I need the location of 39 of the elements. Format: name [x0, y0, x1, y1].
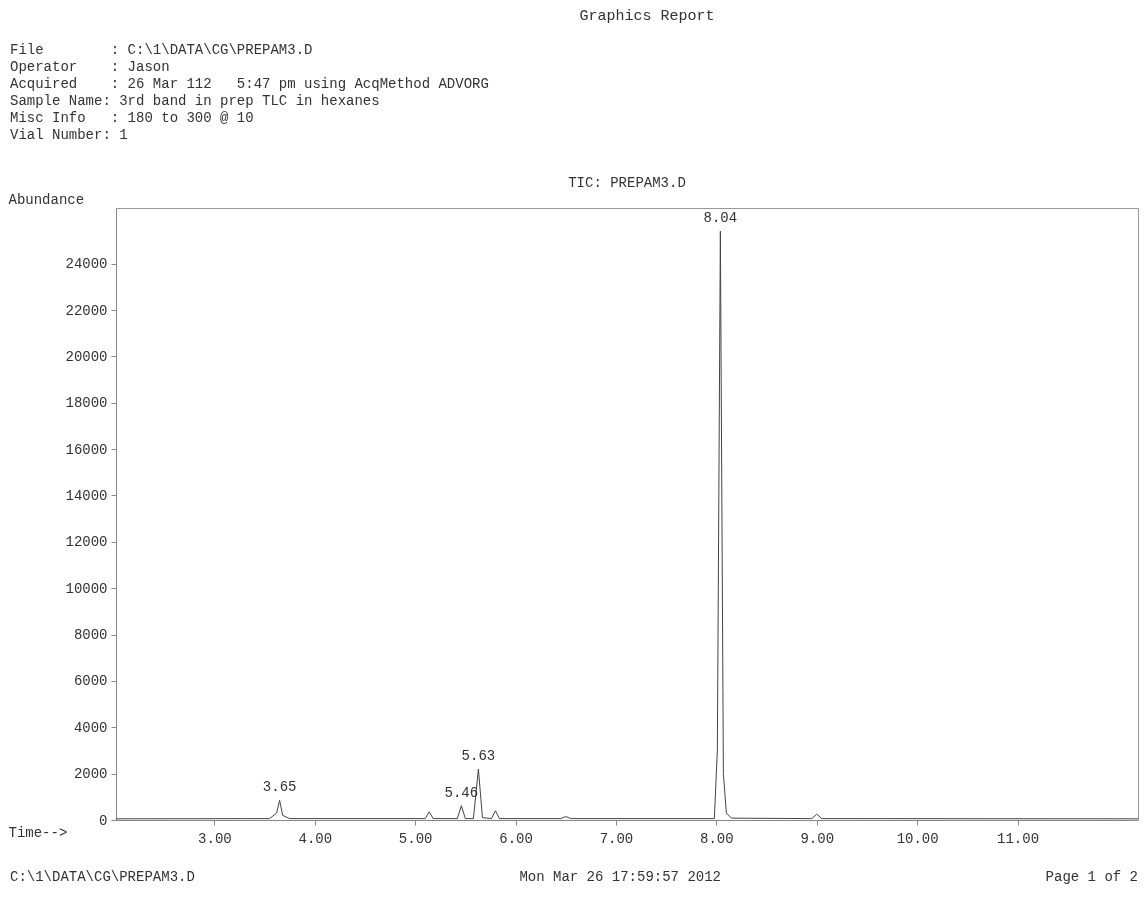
x-tick-label: 7.00	[599, 830, 634, 847]
x-tick-label: 10.00	[896, 830, 939, 847]
x-tick-label: 11.00	[997, 830, 1040, 847]
x-axis-title: Time-->	[8, 824, 68, 841]
y-tick-label: 10000	[65, 580, 108, 597]
x-tick-label: 9.00	[800, 830, 835, 847]
y-tick-label: 24000	[65, 256, 108, 273]
y-tick-label: 6000	[73, 673, 108, 690]
y-tick-label: 18000	[65, 395, 108, 412]
text: Acquired : 26 Mar 112 5:47 pm using AcqMethod ADVORG	[10, 76, 489, 92]
y-axis-title: Abundance	[8, 191, 85, 208]
text: Misc Info : 180 to 300 @ 10	[10, 110, 254, 126]
y-tick-label: 16000	[65, 441, 108, 458]
x-tick-label: 4.00	[298, 830, 333, 847]
text: Operator : Jason	[10, 59, 170, 75]
annotation: 8.04	[703, 210, 738, 227]
annotation: 5.46	[444, 784, 479, 801]
y-tick-label: 14000	[65, 487, 108, 504]
y-tick-label: 20000	[65, 348, 108, 365]
text: Vial Number: 1	[10, 127, 128, 143]
y-tick-label: 0	[99, 812, 108, 829]
y-tick-label: 12000	[65, 534, 108, 551]
text: C:\1\DATA\CG\PREPAM3.D	[10, 869, 195, 885]
y-tick-label: 8000	[73, 627, 108, 644]
annotation: 5.63	[461, 748, 496, 764]
x-tick-label: 8.00	[700, 830, 734, 847]
chart-title: Graphics Report	[578, 7, 716, 27]
text: Mon Mar 26 17:59:57 2012	[519, 869, 722, 885]
chart-subtitle: TIC: PREPAM3.D	[568, 175, 686, 191]
x-tick-label: 6.00	[499, 830, 533, 847]
text: Sample Name: 3rd band in prep TLC in hexanes	[10, 93, 380, 109]
x-tick-label: 5.00	[398, 830, 433, 847]
x-tick-label: 3.00	[198, 830, 232, 847]
text: File : C:\1\DATA\CG\PREPAM3.D	[10, 42, 313, 58]
annotation: 3.65	[262, 779, 297, 796]
y-tick-label: 2000	[73, 766, 108, 783]
text: Page 1 of 2	[1045, 869, 1138, 885]
y-tick-label: 22000	[65, 302, 108, 319]
y-tick-label: 4000	[73, 719, 108, 736]
